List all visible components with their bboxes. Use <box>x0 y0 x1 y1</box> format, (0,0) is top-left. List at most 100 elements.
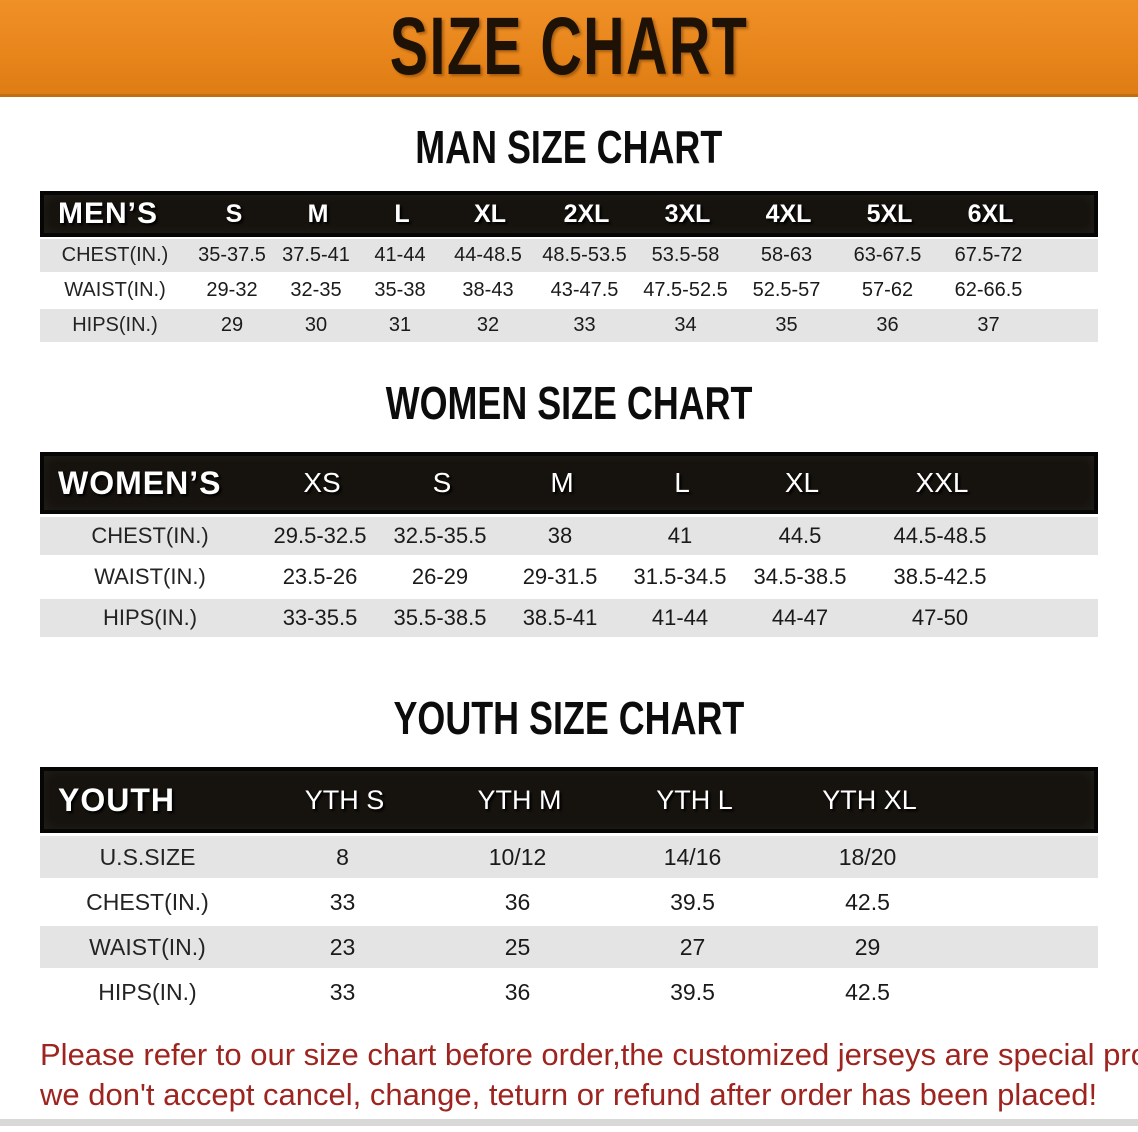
order-policy-note-line1: Please refer to our size chart before or… <box>40 1037 1138 1072</box>
women-size-col-xl: XL <box>784 467 820 498</box>
value-cell: 27 <box>679 933 706 960</box>
men-size-col-5xl: 5XL <box>866 199 913 228</box>
women-table-header-row: WOMEN’S XS S M L XL XXL <box>40 452 1098 514</box>
value-cell: 36 <box>504 978 531 1005</box>
value-cell: 32 <box>476 314 500 336</box>
table-row: CHEST(IN.) 33 36 39.5 42.5 <box>40 881 1098 923</box>
value-cell: 37 <box>977 314 1000 336</box>
men-size-col-s: S <box>225 199 243 228</box>
men-size-col-3xl: 3XL <box>664 199 711 228</box>
value-cell: 58-63 <box>760 244 813 266</box>
value-cell: 38-43 <box>462 279 514 301</box>
value-cell: 34 <box>674 314 697 336</box>
row-label: CHEST(IN.) <box>91 523 209 548</box>
size-chart-banner: SIZE CHART <box>0 0 1138 97</box>
value-cell: 43-47.5 <box>550 279 619 301</box>
women-table-label: WOMEN’S <box>58 464 222 501</box>
order-policy-note: Please refer to our size chart before or… <box>40 1035 1138 1115</box>
value-cell: 41-44 <box>374 244 426 266</box>
value-cell: 44.5 <box>778 523 822 548</box>
value-cell: 32.5-35.5 <box>393 523 487 548</box>
youth-size-col-l: YTH L <box>656 784 733 815</box>
youth-size-col-xl: YTH XL <box>822 784 917 815</box>
youth-size-col-m: YTH M <box>477 784 562 815</box>
row-label: HIPS(IN.) <box>72 314 158 336</box>
value-cell: 44-48.5 <box>454 244 522 266</box>
value-cell: 33 <box>573 314 596 336</box>
row-label: CHEST(IN.) <box>61 244 169 266</box>
value-cell: 25 <box>504 933 531 960</box>
men-table-header-row: MEN’S S M L XL 2XL 3XL 4XL 5XL 6XL <box>40 191 1098 237</box>
value-cell: 29-32 <box>206 279 258 301</box>
youth-table-header-row: YOUTH YTH S YTH M YTH L YTH XL <box>40 767 1098 833</box>
value-cell: 41 <box>667 523 693 548</box>
table-row: HIPS(IN.) 29 30 31 32 33 34 35 36 37 <box>40 309 1098 342</box>
value-cell: 53.5-58 <box>651 244 720 266</box>
women-size-table: WOMEN’S XS S M L XL XXL CHEST(IN.) 29.5-… <box>40 452 1098 637</box>
order-policy-note-line2: we don't accept cancel, change, teturn o… <box>40 1077 1098 1112</box>
men-size-col-l: L <box>394 199 410 228</box>
value-cell: 38.5-41 <box>522 605 598 630</box>
row-label: HIPS(IN.) <box>98 978 197 1005</box>
youth-size-table: YOUTH YTH S YTH M YTH L YTH XL U.S.SIZE … <box>40 767 1098 1013</box>
men-size-col-6xl: 6XL <box>967 199 1014 228</box>
value-cell: 29 <box>220 314 244 336</box>
men-size-table: MEN’S S M L XL 2XL 3XL 4XL 5XL 6XL CHEST… <box>40 191 1098 342</box>
women-section-title-text: WOMEN SIZE CHART <box>385 376 753 429</box>
row-label: WAIST(IN.) <box>89 933 206 960</box>
women-size-col-s: S <box>432 467 452 498</box>
row-label: U.S.SIZE <box>99 843 196 870</box>
value-cell: 67.5-72 <box>954 244 1023 266</box>
women-section-title: WOMEN SIZE CHART <box>0 376 1138 430</box>
man-section-title-text: MAN SIZE CHART <box>415 120 723 173</box>
women-size-col-xxl: XXL <box>915 467 969 498</box>
man-section-title: MAN SIZE CHART <box>0 121 1138 173</box>
women-size-col-xs: XS <box>303 467 341 498</box>
table-row: HIPS(IN.) 33-35.5 35.5-38.5 38.5-41 41-4… <box>40 599 1098 637</box>
value-cell: 37.5-41 <box>282 244 350 266</box>
table-row: WAIST(IN.) 23 25 27 29 <box>40 926 1098 968</box>
value-cell: 29.5-32.5 <box>273 523 367 548</box>
value-cell: 23 <box>329 933 356 960</box>
value-cell: 31.5-34.5 <box>633 564 727 589</box>
value-cell: 42.5 <box>845 888 890 915</box>
row-label: WAIST(IN.) <box>94 564 206 589</box>
value-cell: 34.5-38.5 <box>753 564 847 589</box>
value-cell: 10/12 <box>488 843 547 870</box>
value-cell: 57-62 <box>861 279 914 301</box>
women-size-col-m: M <box>550 467 574 498</box>
value-cell: 35-37.5 <box>198 244 266 266</box>
value-cell: 23.5-26 <box>282 564 358 589</box>
bottom-strip <box>0 1119 1138 1126</box>
banner-title: SIZE CHART <box>389 1 749 92</box>
value-cell: 18/20 <box>838 843 897 870</box>
men-size-col-m: M <box>307 199 329 228</box>
value-cell: 8 <box>336 843 349 870</box>
value-cell: 36 <box>876 314 899 336</box>
table-row: WAIST(IN.) 29-32 32-35 35-38 38-43 43-47… <box>40 274 1098 307</box>
men-size-col-xl: XL <box>474 199 506 228</box>
row-label: WAIST(IN.) <box>64 279 166 301</box>
value-cell: 35 <box>775 314 798 336</box>
youth-table-label: YOUTH <box>58 781 175 818</box>
value-cell: 47-50 <box>911 605 969 630</box>
value-cell: 32-35 <box>290 279 342 301</box>
row-label: CHEST(IN.) <box>86 888 209 915</box>
table-row: WAIST(IN.) 23.5-26 26-29 29-31.5 31.5-34… <box>40 558 1098 596</box>
value-cell: 36 <box>504 888 531 915</box>
youth-section-title-text: YOUTH SIZE CHART <box>393 691 745 744</box>
row-label: HIPS(IN.) <box>102 605 198 630</box>
value-cell: 44.5-48.5 <box>893 523 987 548</box>
value-cell: 47.5-52.5 <box>643 279 728 301</box>
value-cell: 31 <box>388 314 412 336</box>
table-row: U.S.SIZE 8 10/12 14/16 18/20 <box>40 836 1098 878</box>
men-size-col-4xl: 4XL <box>765 199 812 228</box>
value-cell: 35-38 <box>374 279 426 301</box>
value-cell: 14/16 <box>663 843 722 870</box>
value-cell: 62-66.5 <box>954 279 1023 301</box>
men-size-col-2xl: 2XL <box>563 199 610 228</box>
youth-section-title: YOUTH SIZE CHART <box>0 691 1138 745</box>
value-cell: 52.5-57 <box>752 279 821 301</box>
value-cell: 33 <box>329 888 356 915</box>
value-cell: 29-31.5 <box>522 564 598 589</box>
